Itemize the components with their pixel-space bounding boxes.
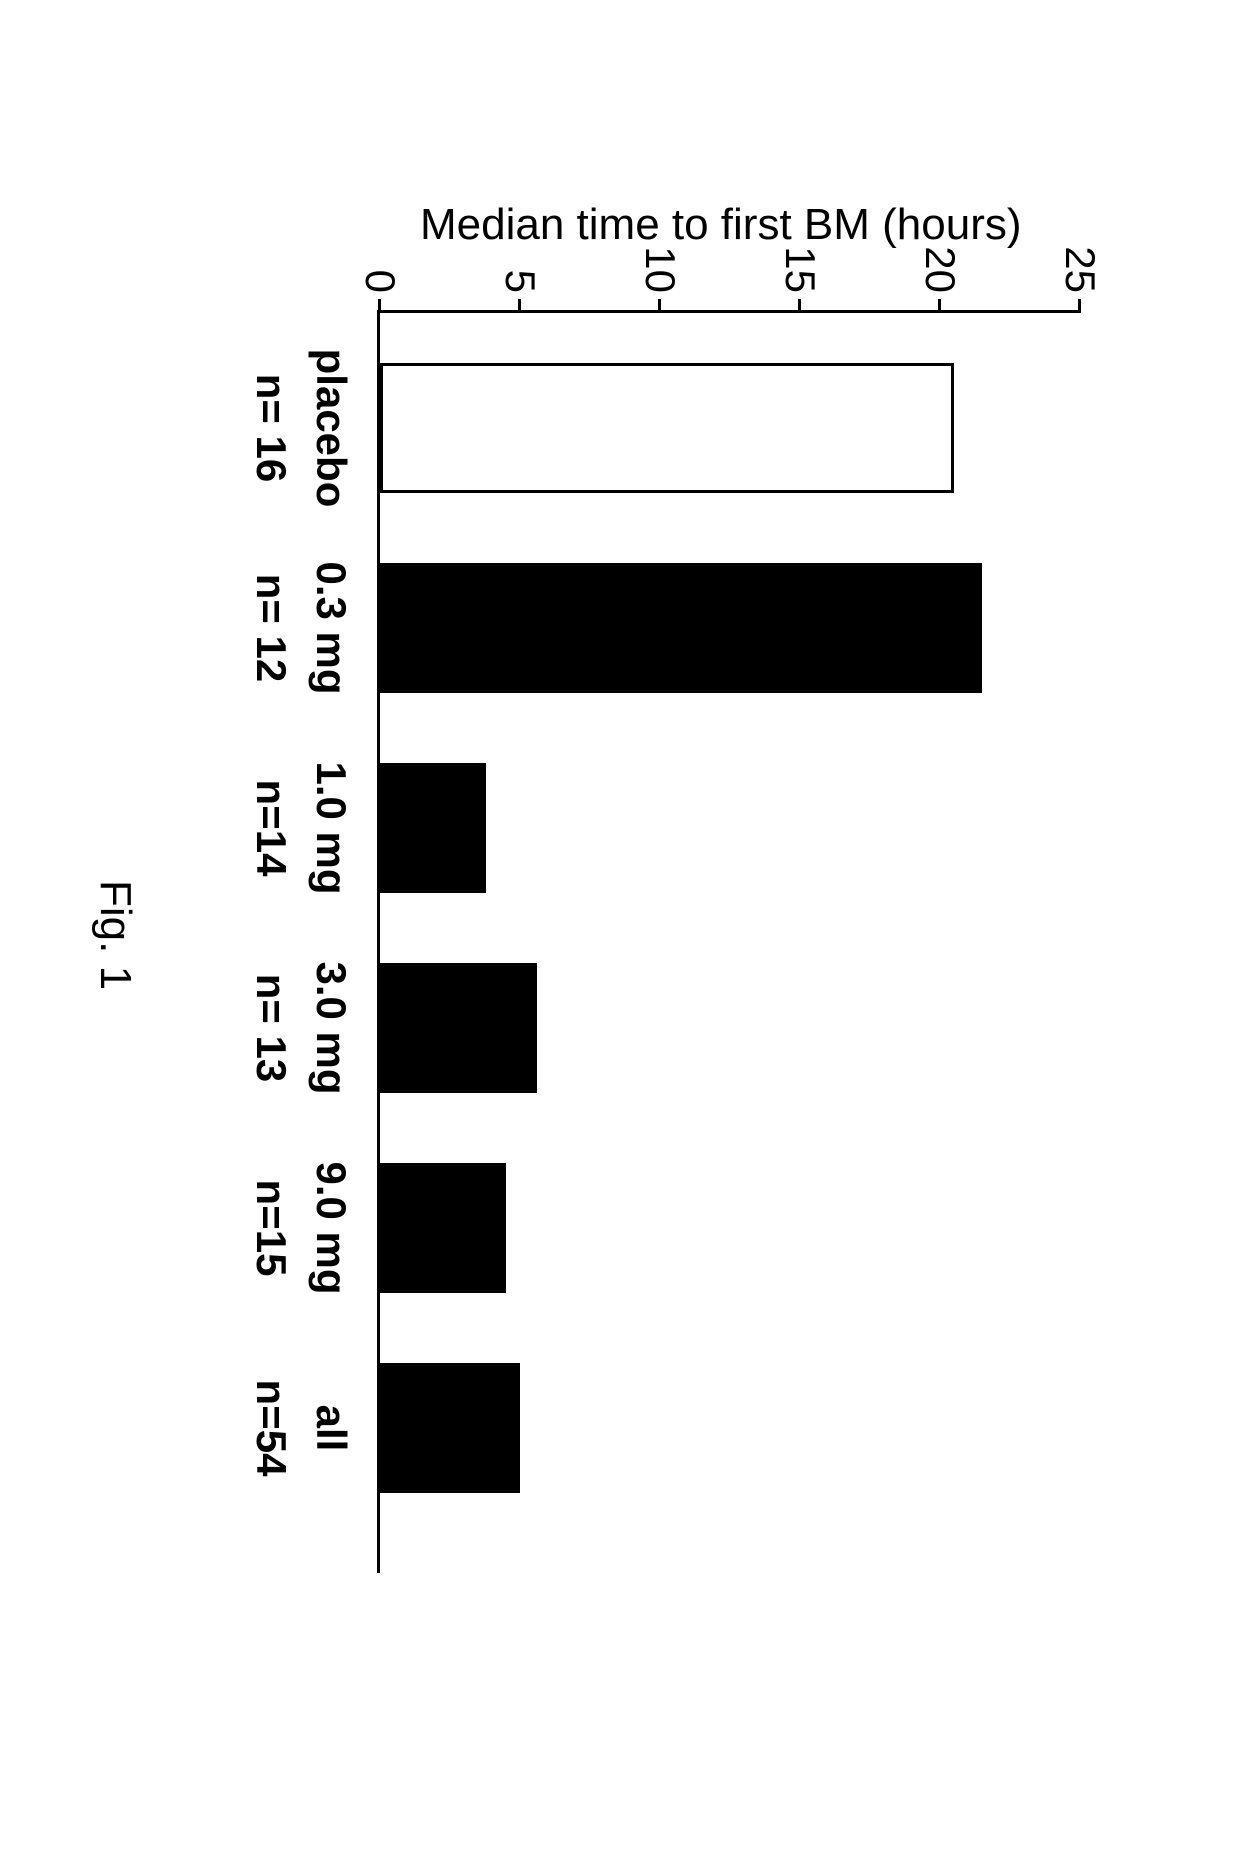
x-category-label: 1.0 mg	[307, 728, 355, 928]
y-tick-label: 25	[1056, 233, 1104, 293]
chart-area: 0510152025placebon= 160.3 mgn= 121.0 mgn…	[380, 310, 1080, 1570]
x-category-label: 0.3 mg	[307, 528, 355, 728]
x-n-label: n= 12	[247, 528, 295, 728]
x-category-label: 9.0 mg	[307, 1128, 355, 1328]
plot-box: 0510152025placebon= 160.3 mgn= 121.0 mgn…	[377, 310, 1080, 1573]
y-tick	[1078, 299, 1081, 313]
bar	[380, 1363, 520, 1493]
y-tick	[658, 299, 661, 313]
bar	[380, 963, 537, 1093]
y-tick-label: 10	[636, 233, 684, 293]
bar	[380, 763, 486, 893]
bar	[380, 563, 982, 693]
y-tick-label: 20	[916, 233, 964, 293]
bar	[380, 1163, 506, 1293]
page: Median time to first BM (hours) 05101520…	[0, 0, 1240, 1865]
x-category-label: all	[307, 1328, 355, 1528]
y-tick	[798, 299, 801, 313]
x-n-label: n=15	[247, 1128, 295, 1328]
x-category-label: placebo	[307, 328, 355, 528]
y-tick	[378, 299, 381, 313]
y-tick	[518, 299, 521, 313]
y-tick-label: 15	[776, 233, 824, 293]
x-n-label: n=54	[247, 1328, 295, 1528]
x-n-label: n= 16	[247, 328, 295, 528]
y-tick	[938, 299, 941, 313]
y-tick-label: 5	[496, 233, 544, 293]
x-n-label: n=14	[247, 728, 295, 928]
figure-caption: Fig. 1	[90, 880, 140, 990]
x-category-label: 3.0 mg	[307, 928, 355, 1128]
x-n-label: n= 13	[247, 928, 295, 1128]
y-tick-label: 0	[356, 233, 404, 293]
rotated-canvas: Median time to first BM (hours) 05101520…	[0, 0, 1240, 1865]
bar	[380, 363, 954, 493]
